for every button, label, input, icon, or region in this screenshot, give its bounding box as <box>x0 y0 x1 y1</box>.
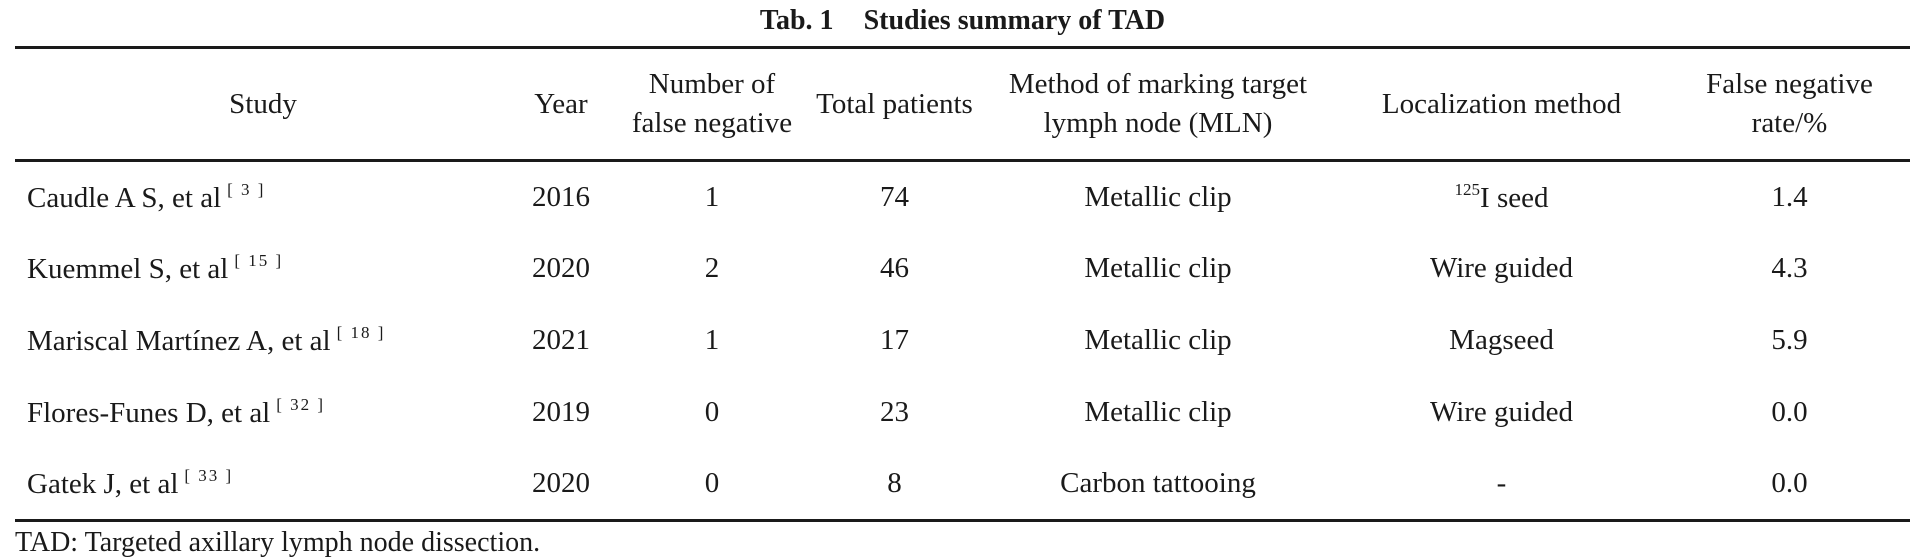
cell-false-negative: 0 <box>704 396 720 428</box>
column-header-study: Study <box>229 87 297 120</box>
table-row: Kuemmel S, et al [ 15 ] 2020 2 46 Metalli… <box>15 233 1910 305</box>
cell-total-patients: 8 <box>887 467 902 500</box>
cell-localization: Wire guided <box>1334 233 1669 305</box>
cell-year: 2016 <box>532 180 590 213</box>
column-header-marking-method: Method of marking target lymph node (MLN… <box>1008 68 1308 139</box>
table-row: Flores-Funes D, et al [ 32 ] 2019 0 23 Me… <box>15 377 1910 449</box>
cell-total-patients: 17 <box>880 324 909 356</box>
cell-false-negative: 2 <box>704 252 720 284</box>
cell-year: 2020 <box>532 467 590 500</box>
cell-localization: Wire guided <box>1334 377 1669 449</box>
cell-false-negative-rate: 1.4 <box>1771 180 1808 213</box>
isotope-superscript: 125 <box>1454 179 1481 199</box>
reference-link[interactable]: [ 15 ] <box>234 251 284 270</box>
cell-false-negative: 1 <box>704 324 720 356</box>
column-header-year: Year <box>534 87 588 120</box>
cell-study: Flores-Funes D, et al [ 32 ] <box>15 377 505 449</box>
cell-study: Gatek J, et al[ 33 ] <box>15 449 505 521</box>
reference-link[interactable]: [ 33 ] <box>184 466 234 486</box>
cell-false-negative-rate: 4.3 <box>1771 252 1808 284</box>
reference-link[interactable]: [ 3 ] <box>227 179 266 199</box>
cell-marking-method: Metallic clip <box>1084 180 1232 213</box>
cell-study: Caudle A S, et al[ 3 ] <box>15 161 505 233</box>
cell-false-negative-rate: 0.0 <box>1771 467 1808 500</box>
study-author: Kuemmel S, et al <box>27 253 229 285</box>
cell-total-patients: 74 <box>880 180 909 213</box>
column-header-false-negative: Number of false negative <box>631 68 793 139</box>
study-author: Caudle A S, et al <box>27 181 222 214</box>
localization-text: - <box>1496 467 1507 500</box>
localization-text: Wire guided <box>1430 396 1573 428</box>
cell-marking-method: Metallic clip <box>1084 324 1232 356</box>
cell-year: 2019 <box>532 396 590 428</box>
cell-localization: 125I seed <box>1334 161 1669 233</box>
cell-false-negative: 1 <box>704 180 720 213</box>
study-author: Mariscal Martínez A, et al <box>27 325 331 357</box>
study-author: Flores-Funes D, et al <box>27 397 271 429</box>
cell-false-negative-rate: 5.9 <box>1771 324 1808 356</box>
cell-study: Mariscal Martínez A, et al [ 18 ] <box>15 305 505 377</box>
cell-localization: Magseed <box>1334 305 1669 377</box>
column-header-localization: Localization method <box>1381 87 1622 120</box>
table-row: Caudle A S, et al[ 3 ] 2016 1 74 Metalli… <box>15 161 1910 233</box>
table-caption: Studies summary of TAD <box>863 5 1166 36</box>
column-header-false-negative-rate: False negative rate/% <box>1706 68 1873 139</box>
header-row: Study Year Number of false negative Tota… <box>15 48 1910 161</box>
table-title: Tab. 1 Studies summary of TAD <box>0 4 1925 38</box>
cell-false-negative: 0 <box>704 467 720 500</box>
table-row: Mariscal Martínez A, et al[ 18 ] 2021 1 … <box>15 305 1910 377</box>
cell-year: 2021 <box>532 324 590 356</box>
table-header: Study Year Number of false negative Tota… <box>15 47 1910 161</box>
table-footnote: TAD: Targeted axillary lymph node dissec… <box>15 527 541 558</box>
table-number: Tab. 1 <box>759 5 834 36</box>
localization-text: Magseed <box>1449 324 1554 356</box>
cell-false-negative-rate: 0.0 <box>1771 396 1808 428</box>
reference-link[interactable]: [ 32 ] <box>276 395 326 414</box>
cell-year: 2020 <box>532 252 590 284</box>
studies-table: Study Year Number of false negative Tota… <box>15 46 1910 522</box>
cell-marking-method: Metallic clip <box>1084 252 1232 284</box>
reference-link[interactable]: [ 18 ] <box>336 323 386 342</box>
localization-text: I seed <box>1480 181 1549 214</box>
cell-marking-method: Metallic clip <box>1084 396 1232 428</box>
table-body: Caudle A S, et al[ 3 ] 2016 1 74 Metalli… <box>15 161 1910 521</box>
cell-total-patients: 46 <box>880 252 909 284</box>
table-row: Gatek J, et al[ 33 ] 2020 0 8 Carbon tat… <box>15 449 1910 521</box>
column-header-total-patients: Total patients <box>816 87 973 120</box>
cell-total-patients: 23 <box>880 396 909 428</box>
cell-study: Kuemmel S, et al [ 15 ] <box>15 233 505 305</box>
study-author: Gatek J, et al <box>27 468 179 501</box>
cell-localization: - <box>1334 449 1669 521</box>
localization-text: Wire guided <box>1430 252 1573 284</box>
cell-marking-method: Carbon tattooing <box>1060 467 1256 500</box>
